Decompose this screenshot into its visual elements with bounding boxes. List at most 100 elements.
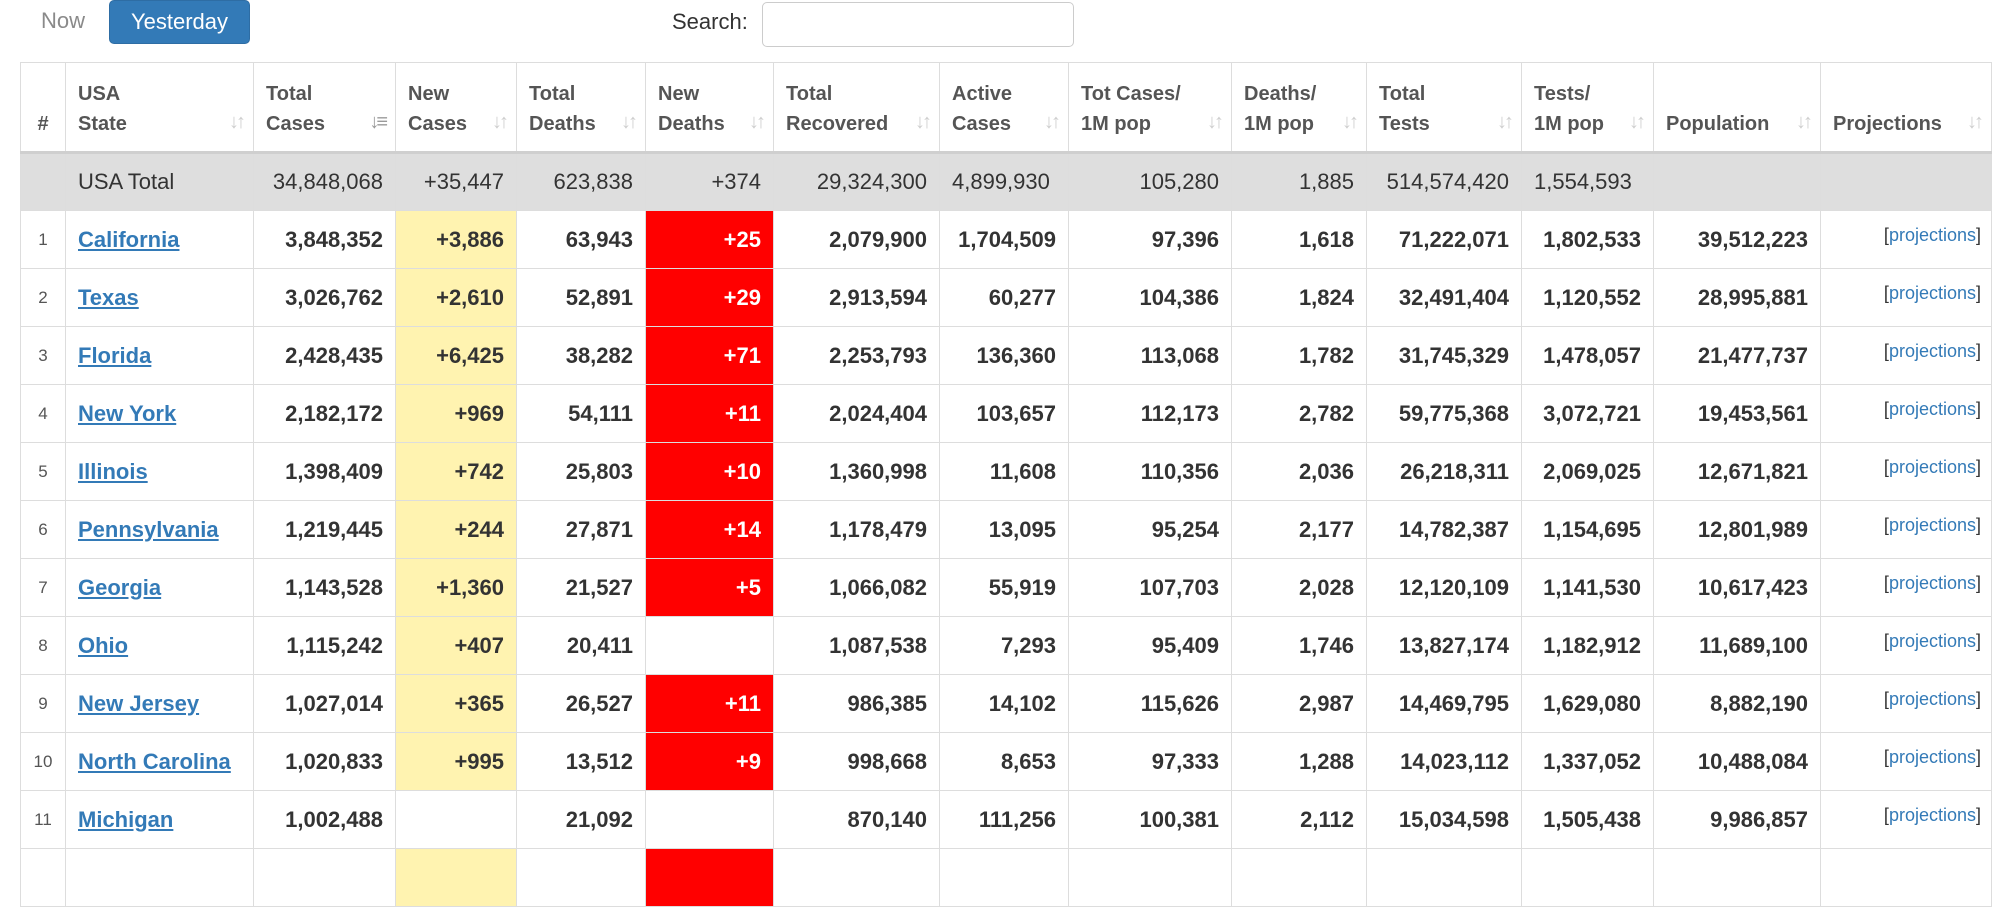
column-header-tests-per-million[interactable]: Tests/1M pop ↓↑	[1521, 62, 1654, 153]
state-link[interactable]: Florida	[78, 342, 152, 368]
bracket-open: [	[1883, 457, 1889, 477]
total-cases: 1,002,488	[253, 790, 396, 849]
sort-arrows-icon: ↓↑	[621, 111, 638, 133]
projections-link[interactable]: projections	[1888, 631, 1976, 651]
population: 10,617,423	[1653, 558, 1821, 617]
new-deaths: +5	[645, 558, 774, 617]
active-cases: 136,360	[939, 326, 1069, 385]
state-cell: Michigan	[65, 790, 254, 849]
new-deaths	[645, 848, 774, 907]
column-header-tot-cases-per-million[interactable]: Tot Cases/1M pop ↓↑	[1068, 62, 1232, 153]
state-link[interactable]: Texas	[78, 284, 139, 310]
bracket-open: [	[1883, 341, 1889, 361]
total-tests: 26,218,311	[1366, 442, 1522, 501]
header-label-line1: New	[408, 83, 450, 105]
row-num: 6	[20, 500, 66, 559]
state-link[interactable]: Illinois	[78, 458, 148, 484]
state-link[interactable]: New Jersey	[78, 690, 200, 716]
projections-link[interactable]: projections	[1888, 399, 1976, 419]
new-cases: +3,886	[395, 210, 517, 269]
tab-yesterday[interactable]: Yesterday	[109, 0, 250, 44]
state-link[interactable]: New York	[78, 400, 177, 426]
column-header-total-tests[interactable]: Total Tests ↓↑	[1366, 62, 1522, 153]
state-cell: Texas	[65, 268, 254, 327]
tests-per-million: 1,154,695	[1521, 500, 1654, 559]
column-header-total-cases[interactable]: Total Cases ↓≡	[253, 62, 396, 153]
population	[1653, 152, 1821, 211]
projections-link[interactable]: projections	[1888, 805, 1976, 825]
total-tests: 31,745,329	[1366, 326, 1522, 385]
state-link[interactable]: Michigan	[78, 806, 174, 832]
table-row: 6 Pennsylvania 1,219,445 +244 27,871 +14 1,178…	[20, 500, 1992, 559]
column-header-num[interactable]: #	[20, 62, 66, 153]
bracket-open: [	[1883, 631, 1889, 651]
total-deaths: 27,871	[516, 500, 646, 559]
projections-link[interactable]: projections	[1888, 689, 1976, 709]
state-link[interactable]: North Carolina	[78, 748, 231, 774]
state-link[interactable]: Ohio	[78, 632, 129, 658]
column-header-projections[interactable]: Projections ↓↑	[1820, 62, 1992, 153]
column-header-deaths-per-million[interactable]: Deaths/1M pop ↓↑	[1231, 62, 1367, 153]
tests-per-million: 2,069,025	[1521, 442, 1654, 501]
row-num: 1	[20, 210, 66, 269]
sort-arrows-icon: ↓↑	[1497, 111, 1514, 133]
total-cases: 1,115,242	[253, 616, 396, 675]
table-row: 5 Illinois 1,398,409 +742 25,803 +10 1,360,998…	[20, 442, 1992, 501]
table-row: 9 New Jersey 1,027,014 +365 26,527 +11 986,385…	[20, 674, 1992, 733]
active-cases: 13,095	[939, 500, 1069, 559]
total-tests: 14,023,112	[1366, 732, 1522, 791]
total-cases: 3,026,762	[253, 268, 396, 327]
column-header-new-cases[interactable]: New Cases ↓↑	[395, 62, 517, 153]
projections-link[interactable]: projections	[1888, 573, 1976, 593]
active-cases: 14,102	[939, 674, 1069, 733]
tab-now[interactable]: Now	[40, 8, 85, 33]
active-cases: 60,277	[939, 268, 1069, 327]
state-link[interactable]: Pennsylvania	[78, 516, 219, 542]
column-header-active-cases[interactable]: Active Cases ↓↑	[939, 62, 1069, 153]
projections-link[interactable]: projections	[1888, 225, 1976, 245]
search-input[interactable]	[762, 2, 1074, 47]
projections-link[interactable]: projections	[1888, 747, 1976, 767]
total-cases: 1,020,833	[253, 732, 396, 791]
header-label-line2: Cases	[408, 113, 467, 135]
bracket-close: ]	[1975, 515, 1981, 535]
population	[1653, 848, 1821, 907]
projections-cell: [projections]	[1820, 790, 1992, 849]
projections-link[interactable]: projections	[1888, 457, 1976, 477]
state-link[interactable]: Georgia	[78, 574, 162, 600]
active-cases: 8,653	[939, 732, 1069, 791]
total-cases: 1,219,445	[253, 500, 396, 559]
tot-cases-per-million	[1068, 848, 1232, 907]
tests-per-million: 3,072,721	[1521, 384, 1654, 443]
total-cases: 1,027,014	[253, 674, 396, 733]
projections-link[interactable]: projections	[1888, 341, 1976, 361]
header-label-line1: Deaths/	[1244, 83, 1317, 105]
header-label-line1: Tot Cases/	[1081, 83, 1181, 105]
table-row: 2 Texas 3,026,762 +2,610 52,891 +29 2,913,594 6…	[20, 268, 1992, 327]
column-header-population[interactable]: Population ↓↑	[1653, 62, 1821, 153]
header-label: Population	[1666, 113, 1770, 135]
tests-per-million: 1,802,533	[1521, 210, 1654, 269]
row-num: 7	[20, 558, 66, 617]
tot-cases-per-million: 107,703	[1068, 558, 1232, 617]
projections-link[interactable]: projections	[1888, 515, 1976, 535]
column-header-total-deaths[interactable]: Total Deaths ↓↑	[516, 62, 646, 153]
deaths-per-million: 2,028	[1231, 558, 1367, 617]
state-cell: Ohio	[65, 616, 254, 675]
column-header-total-recovered[interactable]: Total Recovered ↓↑	[773, 62, 940, 153]
new-cases	[395, 790, 517, 849]
total-cases: 2,182,172	[253, 384, 396, 443]
bracket-open: [	[1883, 399, 1889, 419]
projections-cell: [projections]	[1820, 384, 1992, 443]
column-header-new-deaths[interactable]: New Deaths ↓↑	[645, 62, 774, 153]
new-deaths: +14	[645, 500, 774, 559]
new-cases	[395, 848, 517, 907]
projections-link[interactable]: projections	[1888, 283, 1976, 303]
column-header-state[interactable]: USA State ↓↑	[65, 62, 254, 153]
deaths-per-million: 2,177	[1231, 500, 1367, 559]
state-link[interactable]: California	[78, 226, 180, 252]
projections-cell: [projections]	[1820, 442, 1992, 501]
header-label: #	[37, 113, 49, 135]
tot-cases-per-million: 97,396	[1068, 210, 1232, 269]
projections-cell: [projections]	[1820, 616, 1992, 675]
